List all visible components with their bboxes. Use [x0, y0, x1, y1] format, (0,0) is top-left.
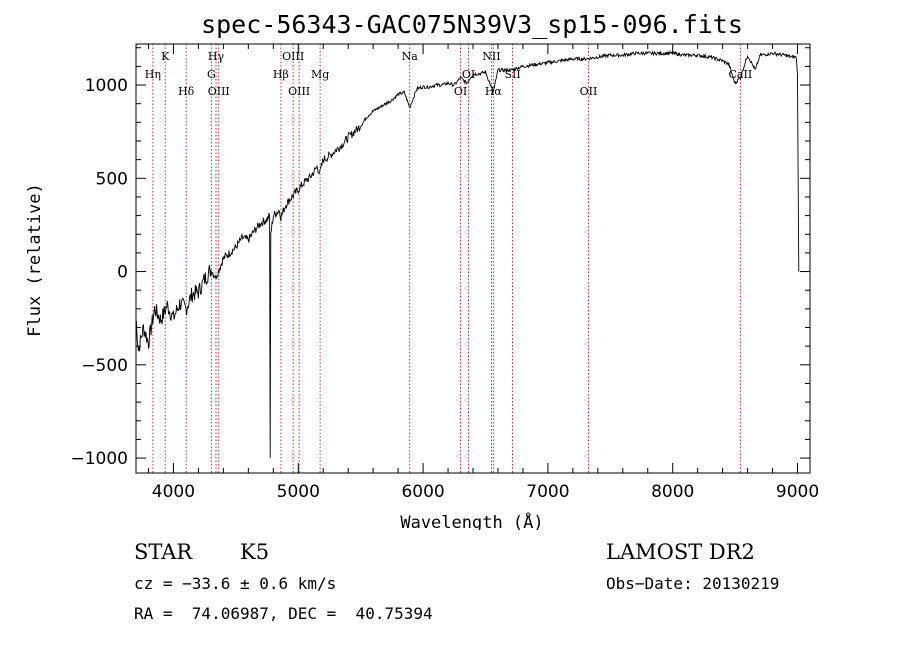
line-label-16: OII	[580, 85, 598, 98]
line-label-3: Hγ	[208, 50, 225, 63]
line-label-11: OI	[454, 85, 467, 98]
object-class: STAR	[134, 540, 193, 564]
x-axis-label: Wavelength (Å)	[400, 511, 543, 530]
y-axis-label: Flux (relative)	[25, 183, 45, 337]
spectral-line-markers: HηKHδHγGOIIIHβOIIIOIIIMgNaOIOINIIHαSIIOI…	[145, 44, 752, 473]
x-tick-label-4: 8000	[651, 482, 694, 502]
line-label-4: G	[207, 68, 216, 81]
line-label-10: Na	[402, 50, 419, 63]
line-label-17: CaII	[729, 68, 753, 81]
line-label-0: Hη	[145, 68, 161, 81]
line-label-2: Hδ	[178, 85, 195, 98]
x-tick-label-2: 6000	[401, 482, 444, 502]
x-tick-label-5: 9000	[776, 482, 819, 502]
spectrum-series	[135, 50, 800, 459]
observation-date: Obs−Date: 20130219	[606, 574, 780, 593]
object-subclass: K5	[240, 540, 270, 564]
spectrum-line	[135, 50, 800, 459]
line-label-8: OIII	[288, 85, 310, 98]
line-label-15: SII	[504, 68, 520, 81]
line-label-13: NII	[482, 50, 500, 63]
chart-title: spec-56343-GAC075N39V3_sp15-096.fits	[201, 10, 743, 39]
y-tick-label-0: −1000	[70, 449, 128, 469]
line-label-5: OIII	[208, 85, 230, 98]
line-label-12: OI	[462, 68, 475, 81]
line-label-9: Mg	[311, 68, 329, 81]
coordinates: RA = 74.06987, DEC = 40.75394	[134, 604, 433, 623]
line-label-7: OIII	[282, 50, 304, 63]
plot-frame	[135, 43, 811, 474]
y-tick-label-2: 0	[117, 263, 128, 283]
line-label-1: K	[161, 50, 170, 63]
axes: 4000 5000 6000 7000 8000 9000 −1000 −500 0 500 100…	[70, 44, 819, 502]
line-label-6: Hβ	[273, 68, 289, 81]
x-tick-label-1: 5000	[277, 482, 320, 502]
redshift-velocity: cz = −33.6 ± 0.6 km/s	[134, 574, 337, 593]
y-tick-label-3: 500	[96, 169, 128, 189]
x-tick-label-3: 7000	[526, 482, 569, 502]
survey-name: LAMOST DR2	[606, 540, 755, 564]
y-tick-label-1: −500	[81, 356, 128, 376]
spectrum-chart: spec-56343-GAC075N39V3_sp15-096.fits HηK…	[25, 10, 819, 530]
x-tick-label-0: 4000	[152, 482, 195, 502]
y-tick-label-4: 1000	[85, 76, 128, 96]
